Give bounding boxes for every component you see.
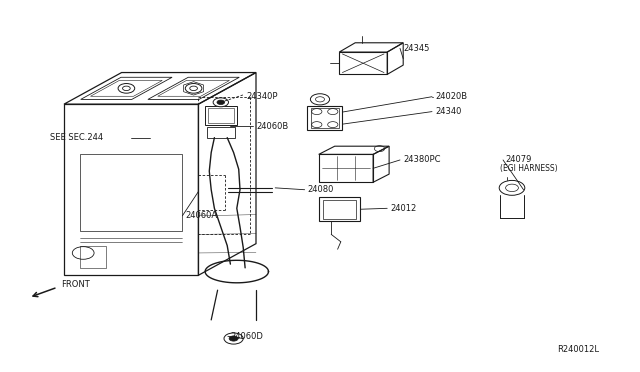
Bar bbox=[319, 197, 360, 221]
Circle shape bbox=[217, 100, 225, 105]
Bar bbox=[323, 200, 356, 219]
Text: 24060B: 24060B bbox=[256, 122, 288, 131]
Text: 24080: 24080 bbox=[307, 185, 333, 194]
Bar bbox=[205, 106, 237, 125]
Text: 24060D: 24060D bbox=[230, 332, 263, 341]
Text: 24345: 24345 bbox=[403, 44, 429, 53]
Text: 24340P: 24340P bbox=[246, 92, 278, 101]
Bar bbox=[208, 108, 234, 123]
Bar bbox=[311, 108, 339, 128]
Text: (EGI HARNESS): (EGI HARNESS) bbox=[500, 164, 558, 173]
Bar bbox=[339, 52, 387, 74]
Circle shape bbox=[213, 98, 228, 107]
Text: 24079: 24079 bbox=[506, 155, 532, 164]
Circle shape bbox=[229, 336, 238, 341]
Bar bbox=[80, 154, 182, 231]
Text: FRONT: FRONT bbox=[61, 280, 90, 289]
Text: 24020B: 24020B bbox=[435, 92, 467, 101]
Text: 24060A: 24060A bbox=[186, 211, 218, 220]
Text: 24380PC: 24380PC bbox=[403, 155, 441, 164]
Circle shape bbox=[224, 333, 243, 344]
Bar bbox=[80, 246, 106, 268]
Text: 24340: 24340 bbox=[435, 107, 461, 116]
Text: 24012: 24012 bbox=[390, 204, 417, 213]
Bar bbox=[307, 106, 342, 130]
Text: R240012L: R240012L bbox=[557, 345, 599, 354]
Bar bbox=[319, 154, 373, 182]
Bar bbox=[207, 127, 235, 138]
Text: SEE SEC.244: SEE SEC.244 bbox=[50, 133, 103, 142]
